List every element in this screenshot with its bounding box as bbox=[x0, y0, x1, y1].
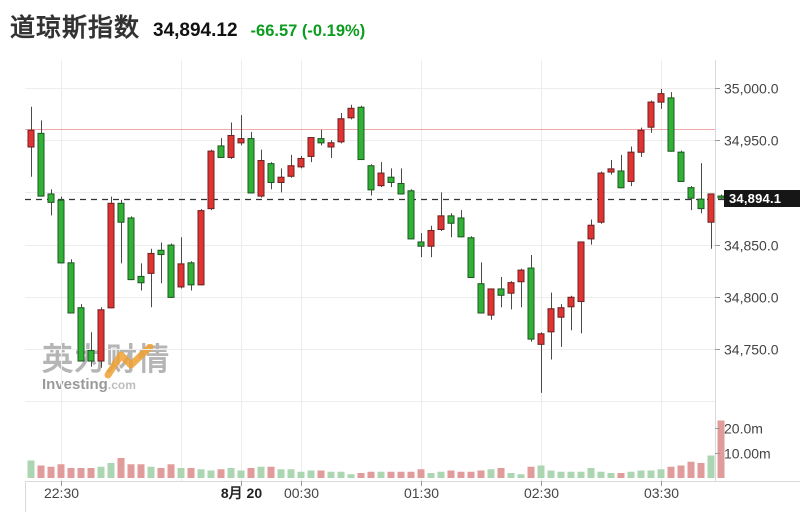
last-price: 34,894.12 bbox=[153, 20, 238, 41]
price-change: -66.57 (-0.19%) bbox=[250, 22, 366, 40]
current-price-tag: 34,894.1 bbox=[724, 190, 800, 207]
instrument-title: 道琼斯指数 bbox=[10, 14, 141, 42]
quote-header: 道琼斯指数 34,894.12 -66.57 (-0.19%) bbox=[10, 8, 365, 44]
